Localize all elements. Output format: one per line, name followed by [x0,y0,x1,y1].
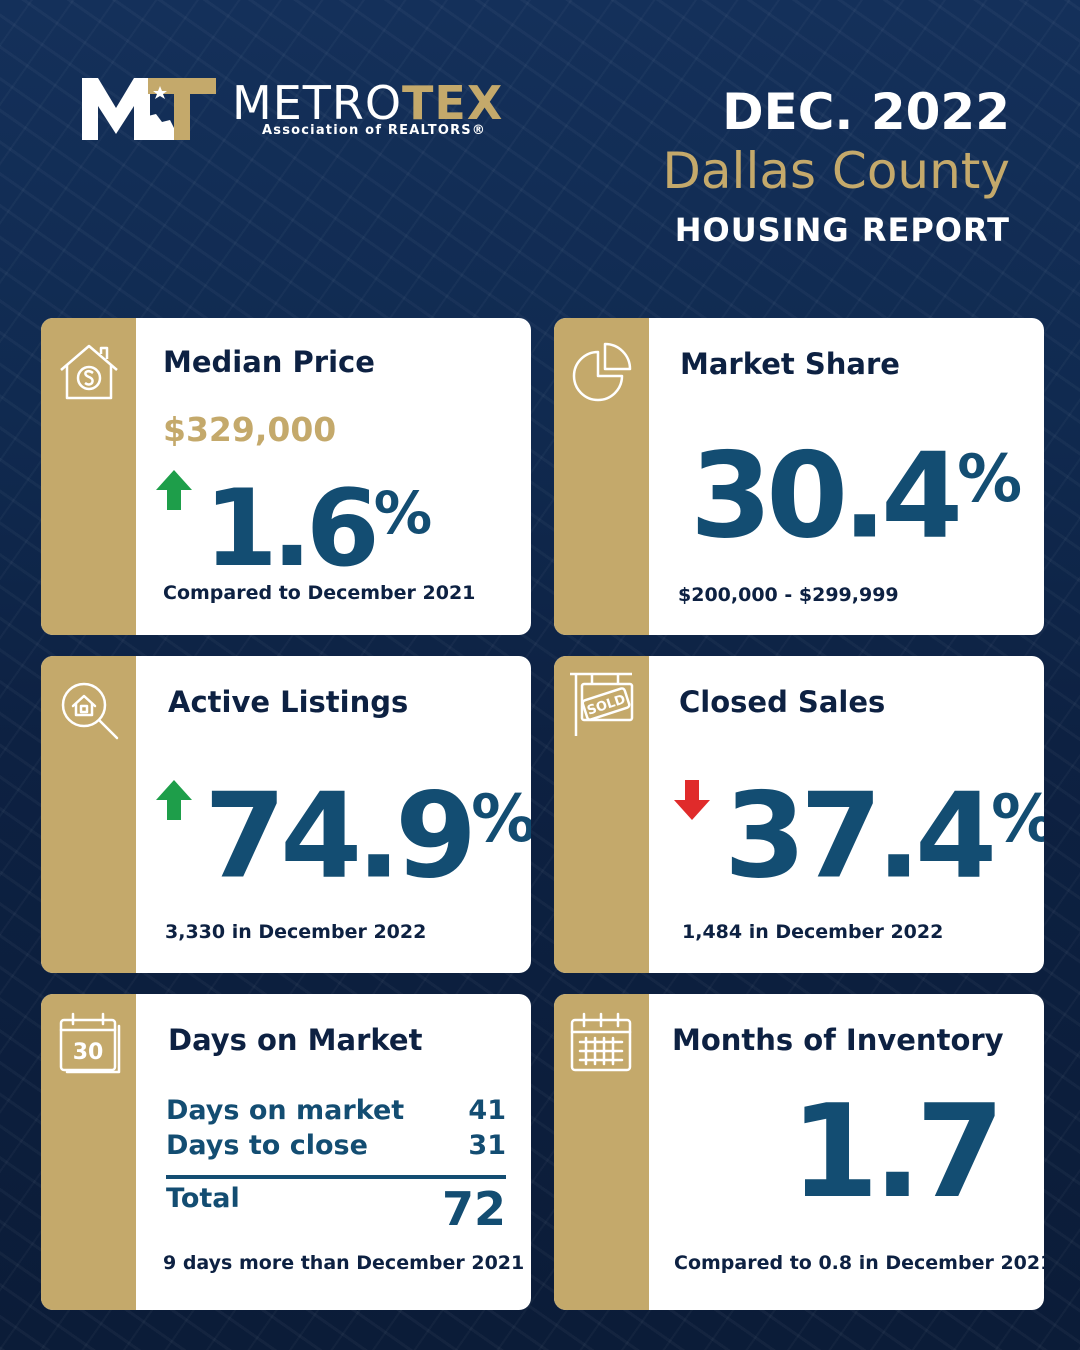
active-listings-card: Active Listings 74.9% 3,330 in December … [41,656,531,973]
active-listings-note: 3,330 in December 2022 [165,921,427,943]
closed-sales-title: Closed Sales [679,685,886,719]
pie-chart-icon [572,342,632,402]
report-date: DEC. 2022 [722,83,1010,141]
months-of-inventory-card: Months of Inventory 1.7 Compared to 0.8 … [554,994,1044,1310]
metrotex-logo: METROTEX Association of REALTORS® [82,76,512,146]
months-of-inventory-title: Months of Inventory [672,1023,1004,1057]
market-share-title: Market Share [680,347,900,381]
total-divider [166,1175,506,1179]
total-label: Total [166,1183,240,1214]
brand-name: METROTEX [232,76,504,130]
card-band [41,656,136,973]
closed-sales-change: 37.4% [724,766,1044,905]
days-on-market-card: 30 Days on Market Days on market 41 Days… [41,994,531,1310]
active-listings-title: Active Listings [168,685,409,719]
median-price-note: Compared to December 2021 [163,582,476,604]
card-band [554,318,649,635]
arrow-up-icon [156,470,192,510]
market-share-note: $200,000 - $299,999 [678,584,899,606]
svg-text:30: 30 [73,1040,104,1065]
report-county: Dallas County [662,142,1010,200]
arrow-down-icon [674,780,710,820]
total-value: 72 [441,1182,506,1236]
active-listings-change: 74.9% [204,766,531,905]
median-price-value: $329,000 [163,410,337,449]
calendar-30-icon: 30 [59,1012,121,1074]
card-band [554,994,649,1310]
median-price-title: Median Price [163,345,375,379]
brand-tagline: Association of REALTORS® [262,123,487,138]
days-on-market-note: 9 days more than December 2021 [163,1252,525,1274]
house-search-icon [61,682,119,740]
arrow-up-icon [156,780,192,820]
median-price-change: 1.6% [204,467,432,591]
house-dollar-icon [60,344,118,400]
calendar-grid-icon [570,1012,632,1072]
sold-sign-icon: SOLD [570,672,634,736]
months-of-inventory-value: 1.7 [790,1078,1005,1227]
closed-sales-note: 1,484 in December 2022 [682,921,944,943]
market-share-value: 30.4% [690,426,1022,565]
market-share-card: Market Share 30.4% $200,000 - $299,999 [554,318,1044,635]
days-on-market-title: Days on Market [168,1023,423,1057]
months-of-inventory-note: Compared to 0.8 in December 2021 [674,1252,1044,1274]
median-price-card: Median Price $329,000 1.6% Compared to D… [41,318,531,635]
report-title: HOUSING REPORT [674,211,1010,249]
mt-monogram-icon [82,78,216,140]
closed-sales-card: SOLD Closed Sales 37.4% 1,484 in Decembe… [554,656,1044,973]
